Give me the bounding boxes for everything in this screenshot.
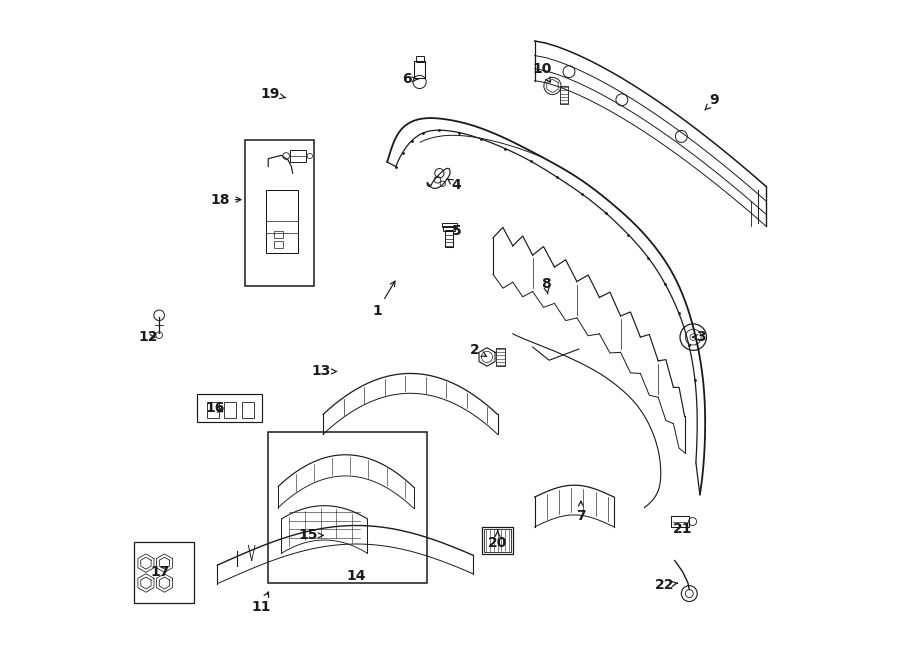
Bar bbox=[482, 527, 514, 554]
Text: 1: 1 bbox=[373, 281, 395, 318]
Text: 7: 7 bbox=[576, 501, 586, 523]
Text: 2: 2 bbox=[470, 343, 487, 358]
Bar bbox=[134, 542, 194, 603]
Text: 14: 14 bbox=[346, 569, 366, 584]
Text: 9: 9 bbox=[705, 93, 719, 110]
Bar bbox=[268, 432, 427, 583]
Text: 10: 10 bbox=[533, 62, 553, 83]
Text: 11: 11 bbox=[252, 592, 272, 614]
Text: 21: 21 bbox=[673, 522, 692, 536]
Text: 16: 16 bbox=[206, 401, 225, 416]
Text: 8: 8 bbox=[541, 277, 551, 294]
Bar bbox=[483, 529, 511, 552]
Text: 13: 13 bbox=[311, 364, 337, 379]
Text: 15: 15 bbox=[298, 528, 323, 543]
Bar bbox=[274, 241, 284, 248]
Bar bbox=[207, 402, 219, 418]
Bar bbox=[444, 226, 455, 231]
Bar bbox=[224, 402, 236, 418]
Text: 22: 22 bbox=[655, 578, 678, 592]
Text: 18: 18 bbox=[211, 192, 241, 207]
Bar bbox=[442, 223, 456, 227]
Text: 4: 4 bbox=[448, 178, 462, 192]
Text: 19: 19 bbox=[260, 87, 285, 101]
Bar bbox=[290, 150, 306, 162]
Text: 20: 20 bbox=[488, 531, 508, 551]
Text: 6: 6 bbox=[402, 72, 418, 87]
Bar bbox=[245, 140, 314, 286]
Text: 12: 12 bbox=[139, 330, 158, 344]
Bar bbox=[561, 86, 568, 104]
Bar bbox=[274, 231, 284, 238]
Bar bbox=[496, 348, 505, 366]
Bar bbox=[197, 394, 262, 422]
Bar bbox=[446, 230, 454, 247]
Text: 17: 17 bbox=[151, 564, 170, 579]
Bar bbox=[266, 190, 298, 253]
Bar bbox=[416, 56, 424, 62]
Bar bbox=[414, 61, 425, 78]
Bar bbox=[671, 516, 688, 527]
Text: 3: 3 bbox=[693, 330, 706, 344]
Text: 5: 5 bbox=[452, 224, 462, 239]
Bar bbox=[242, 402, 254, 418]
